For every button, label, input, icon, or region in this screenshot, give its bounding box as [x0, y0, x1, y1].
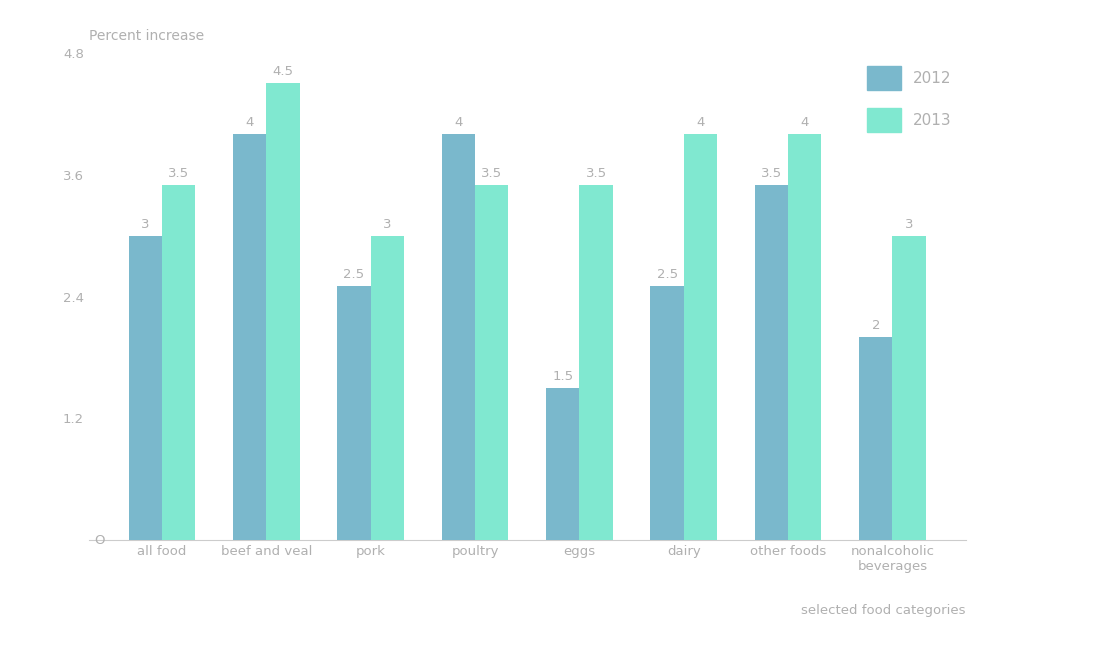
Bar — [788, 134, 821, 540]
Bar — [233, 134, 266, 540]
Legend: 2012, 2013: 2012, 2013 — [861, 61, 958, 138]
Bar — [546, 388, 579, 540]
Text: 4.5: 4.5 — [273, 65, 293, 78]
Text: 3.5: 3.5 — [760, 167, 781, 180]
Text: 1.5: 1.5 — [552, 370, 573, 383]
Text: 3: 3 — [905, 217, 914, 231]
Bar — [859, 337, 892, 540]
Text: 3: 3 — [141, 217, 150, 231]
Text: Percent increase: Percent increase — [89, 29, 204, 43]
Text: 3.5: 3.5 — [586, 167, 607, 180]
Bar — [371, 235, 404, 540]
Bar — [475, 185, 508, 540]
Text: 3: 3 — [383, 217, 392, 231]
Text: 3.5: 3.5 — [482, 167, 503, 180]
Text: 4: 4 — [696, 116, 705, 129]
Text: O: O — [94, 534, 104, 547]
Bar — [129, 235, 162, 540]
Bar — [755, 185, 788, 540]
Bar — [650, 287, 684, 540]
Text: selected food categories: selected food categories — [801, 604, 966, 617]
Text: 3.5: 3.5 — [169, 167, 190, 180]
Text: 2: 2 — [871, 319, 880, 332]
Text: 4: 4 — [454, 116, 463, 129]
Bar — [162, 185, 195, 540]
Bar — [266, 83, 300, 540]
Text: 2.5: 2.5 — [656, 268, 677, 281]
Bar — [337, 287, 371, 540]
Text: 2.5: 2.5 — [343, 268, 364, 281]
Bar — [684, 134, 717, 540]
Text: 4: 4 — [800, 116, 809, 129]
Text: 4: 4 — [245, 116, 254, 129]
Bar — [579, 185, 613, 540]
Bar — [892, 235, 926, 540]
Bar — [442, 134, 475, 540]
